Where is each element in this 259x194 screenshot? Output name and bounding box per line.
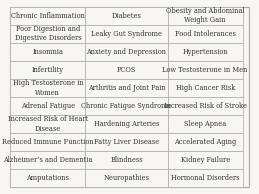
Bar (85, 97, 168, 115)
Bar (168, 97, 243, 115)
Bar (85, 151, 168, 169)
Bar (10, 25, 85, 43)
Text: Alzheimer’s and Dementia: Alzheimer’s and Dementia (3, 156, 93, 164)
Bar (85, 7, 168, 25)
Bar (85, 169, 168, 187)
Text: Fatty Liver Disease: Fatty Liver Disease (94, 138, 159, 146)
Text: High Testosterone in
Women: High Testosterone in Women (13, 79, 83, 97)
Bar (168, 79, 243, 97)
Bar (10, 79, 85, 97)
Bar (168, 43, 243, 61)
Bar (168, 133, 243, 151)
Bar (168, 7, 243, 25)
Bar (85, 61, 168, 79)
Text: PCOS: PCOS (117, 66, 136, 74)
Text: Amputations: Amputations (26, 174, 69, 182)
Text: Food Intolerances: Food Intolerances (175, 30, 236, 38)
Bar (10, 115, 85, 133)
Text: Poor Digestion and
Digestive Disorders: Poor Digestion and Digestive Disorders (15, 25, 81, 42)
Text: Kidney Failure: Kidney Failure (181, 156, 230, 164)
Text: Neuropathies: Neuropathies (104, 174, 149, 182)
Bar (10, 151, 85, 169)
Text: Reduced Immune Function: Reduced Immune Function (2, 138, 94, 146)
Bar (85, 43, 168, 61)
Text: High Cancer Risk: High Cancer Risk (176, 84, 235, 92)
Text: Sleep Apnea: Sleep Apnea (184, 120, 226, 128)
Text: Hypertension: Hypertension (182, 48, 228, 56)
Bar (10, 7, 85, 25)
Bar (10, 97, 85, 115)
Text: Low Testosterone in Men: Low Testosterone in Men (162, 66, 248, 74)
Bar (168, 115, 243, 133)
Text: Accelerated Aging: Accelerated Aging (174, 138, 236, 146)
Text: Diabetes: Diabetes (112, 12, 141, 20)
Bar (85, 133, 168, 151)
Text: Chronic Fatigue Syndrome: Chronic Fatigue Syndrome (81, 102, 172, 110)
Text: Infertility: Infertility (32, 66, 64, 74)
Bar (85, 79, 168, 97)
Bar (10, 133, 85, 151)
Text: Insomnia: Insomnia (32, 48, 63, 56)
Text: Hormonal Disorders: Hormonal Disorders (171, 174, 239, 182)
Text: Hardening Arteries: Hardening Arteries (94, 120, 159, 128)
Text: Leaky Gut Syndrome: Leaky Gut Syndrome (91, 30, 162, 38)
Text: Blindness: Blindness (110, 156, 143, 164)
Text: Arthritis and Joint Pain: Arthritis and Joint Pain (88, 84, 165, 92)
Bar (85, 25, 168, 43)
Text: Increased Risk of Heart
Disease: Increased Risk of Heart Disease (8, 115, 88, 133)
Text: Adrenal Fatigue: Adrenal Fatigue (21, 102, 75, 110)
Text: Increased Risk of Stroke: Increased Risk of Stroke (164, 102, 247, 110)
Bar (10, 61, 85, 79)
Text: Chronic Inflammation: Chronic Inflammation (11, 12, 85, 20)
Text: Anxiety and Depression: Anxiety and Depression (87, 48, 167, 56)
Bar (168, 25, 243, 43)
Bar (168, 169, 243, 187)
Bar (10, 43, 85, 61)
Bar (168, 61, 243, 79)
Bar (10, 169, 85, 187)
Text: Obesity and Abdominal
Weight Gain: Obesity and Abdominal Weight Gain (166, 7, 244, 24)
Bar (85, 115, 168, 133)
Bar (168, 151, 243, 169)
